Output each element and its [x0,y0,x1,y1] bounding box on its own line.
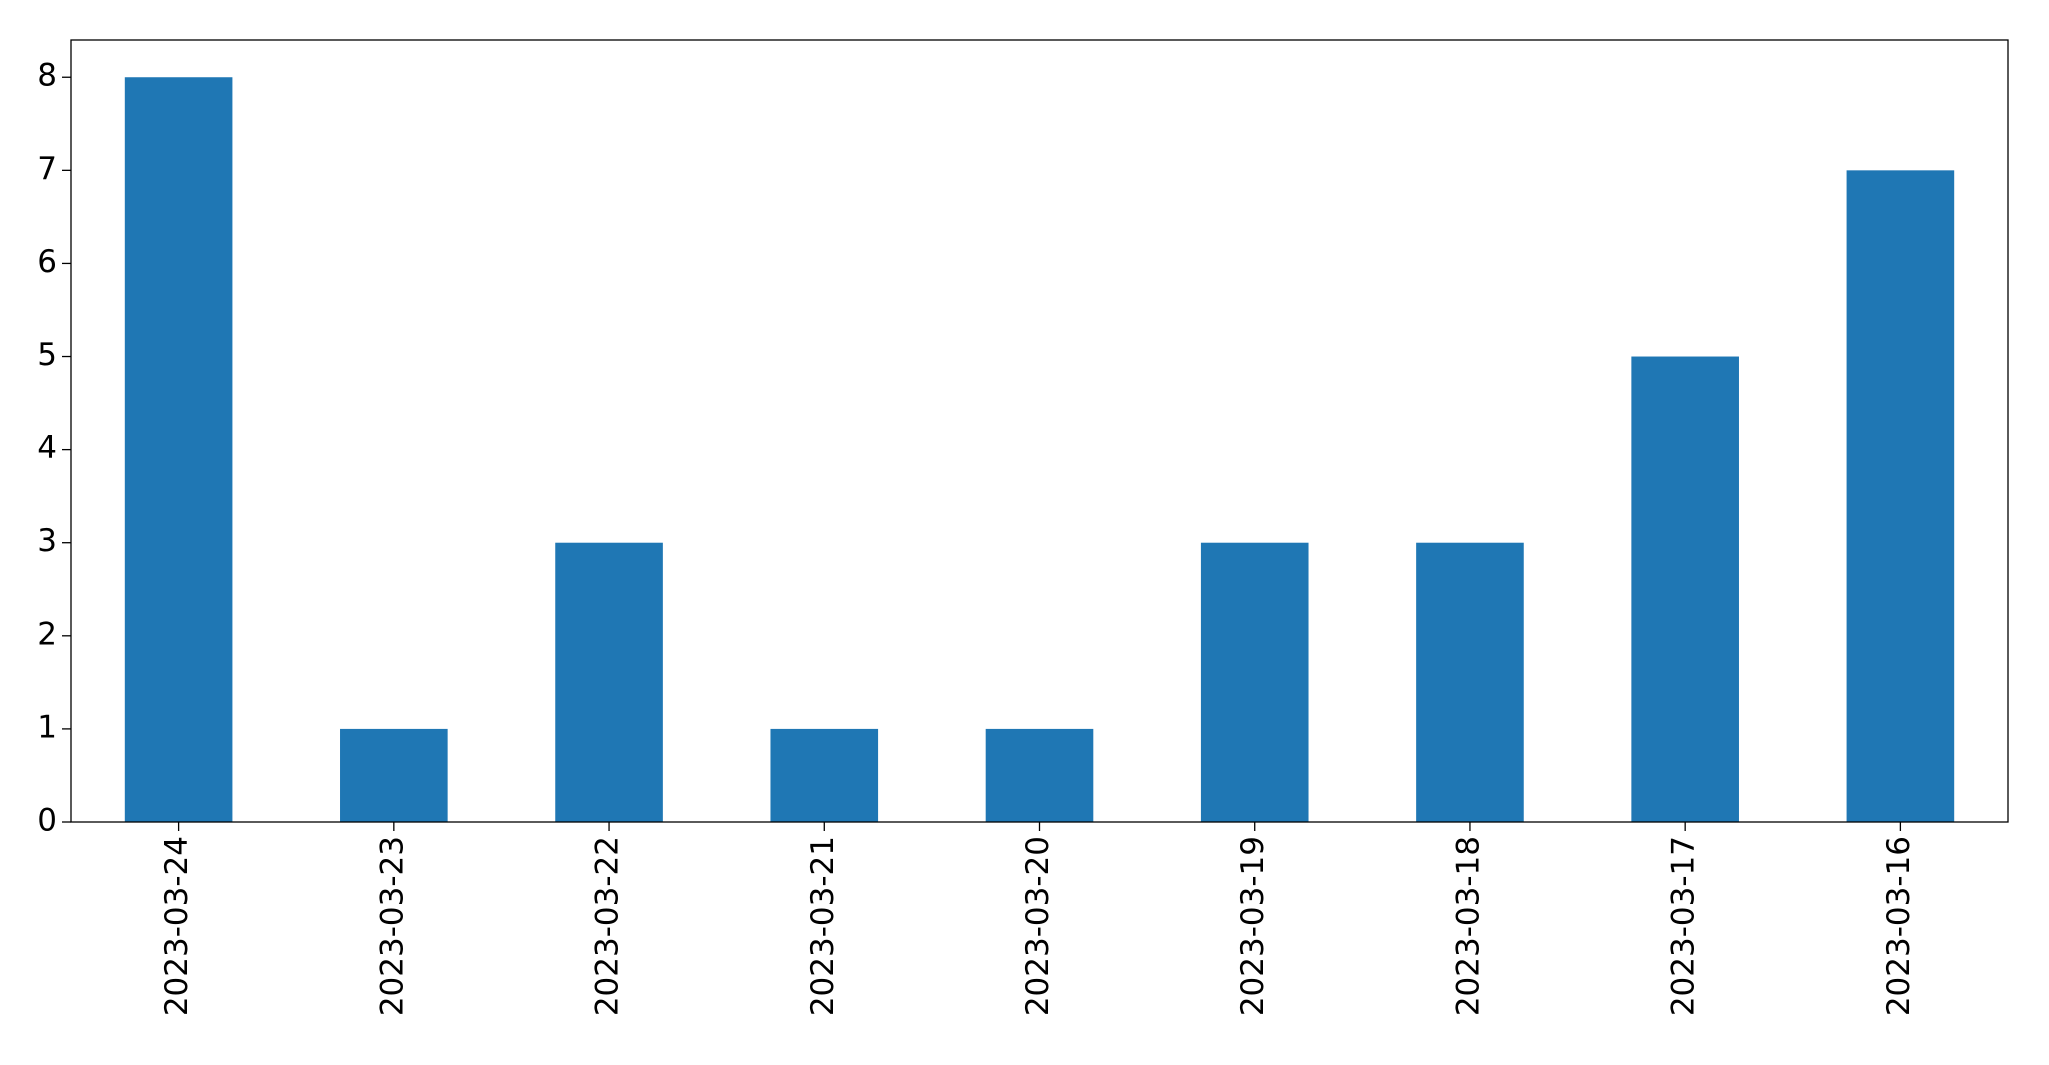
y-tick-label: 3 [37,523,57,559]
y-tick-label: 8 [37,58,57,94]
y-tick-label: 2 [37,616,57,652]
x-tick-label: 2023-03-23 [374,836,410,1016]
bar [985,728,1094,822]
x-tick-label: 2023-03-18 [1450,836,1486,1016]
x-tick-label: 2023-03-21 [805,836,841,1016]
y-tick-label: 7 [37,151,57,187]
plot-frame [70,39,2009,823]
bar [340,728,448,822]
x-tick-label: 2023-03-16 [1881,836,1917,1016]
x-tick-label: 2023-03-17 [1666,836,1702,1016]
y-tick-label: 6 [37,244,57,280]
x-tick-label: 2023-03-20 [1020,836,1056,1016]
y-tick-label: 1 [37,709,57,745]
y-tick-label: 5 [37,337,57,373]
x-tick-label: 2023-03-24 [159,836,195,1016]
bar [770,728,879,822]
bar [1846,170,1955,823]
bar [555,542,663,822]
bar [1200,542,1309,822]
bar [1416,542,1524,822]
x-tick-label: 2023-03-22 [590,836,626,1016]
bar [1631,356,1739,822]
y-tick-label: 0 [37,803,57,839]
x-tick-label: 2023-03-19 [1235,836,1271,1016]
bar [124,77,233,822]
y-tick-label: 4 [37,430,57,466]
